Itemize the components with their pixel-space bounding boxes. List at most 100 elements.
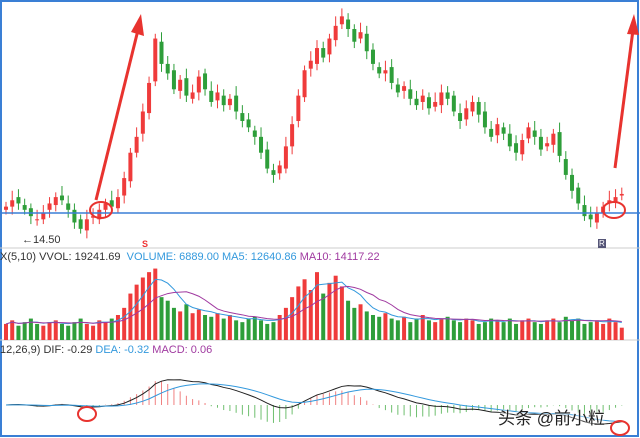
candle-body bbox=[501, 127, 506, 134]
candle-body bbox=[358, 32, 363, 39]
volume-bar bbox=[97, 320, 102, 340]
candle-body bbox=[489, 128, 494, 137]
volume-bar bbox=[290, 297, 295, 340]
volume-bar bbox=[507, 318, 512, 340]
candle-body bbox=[140, 111, 145, 134]
candle-body bbox=[588, 214, 593, 220]
volume-bar bbox=[545, 320, 550, 340]
candle-body bbox=[91, 216, 96, 218]
highlight-circle bbox=[610, 420, 630, 436]
s-marker: S bbox=[142, 239, 149, 249]
volume-bar bbox=[215, 313, 220, 340]
arrow-head-icon bbox=[627, 14, 639, 35]
candle-body bbox=[377, 67, 382, 74]
candle-body bbox=[190, 92, 195, 99]
volume-ma10-line bbox=[5, 285, 622, 325]
volume-bar bbox=[370, 315, 375, 340]
candle-body bbox=[514, 143, 519, 153]
volume-bar bbox=[420, 315, 425, 340]
candle-body bbox=[395, 84, 400, 93]
candle-body bbox=[576, 187, 581, 204]
volume-bar bbox=[196, 309, 201, 340]
volume-value: VOLUME: 6889.00 bbox=[126, 251, 219, 263]
dea-value: DEA: -0.32 bbox=[95, 344, 150, 356]
volume-bar bbox=[22, 322, 27, 340]
candle-body bbox=[178, 79, 183, 91]
candle-body bbox=[10, 200, 15, 207]
volume-bar bbox=[53, 320, 58, 340]
candle-body bbox=[302, 70, 307, 98]
candle-body bbox=[439, 92, 444, 106]
volume-bar bbox=[408, 322, 413, 340]
candle-body bbox=[109, 200, 114, 207]
volume-bar bbox=[451, 320, 456, 340]
candle-body bbox=[613, 197, 618, 202]
volume-bar bbox=[283, 307, 288, 340]
volume-bar bbox=[209, 316, 214, 340]
candle-body bbox=[16, 197, 21, 204]
candle-body bbox=[84, 219, 89, 231]
volume-bar bbox=[184, 304, 189, 340]
candle-body bbox=[520, 140, 525, 155]
volume-bar bbox=[315, 272, 319, 340]
arrow-line bbox=[94, 29, 140, 201]
candle-body bbox=[66, 203, 71, 210]
candle-body bbox=[165, 63, 170, 74]
candle-body bbox=[259, 136, 264, 153]
volume-bar bbox=[445, 316, 450, 340]
volume-bar bbox=[377, 316, 382, 340]
volume-bar bbox=[433, 322, 438, 340]
volume-bar bbox=[203, 315, 208, 340]
macd-legend: 12,26,9) DIF: -0.29 DEA: -0.32 MACD: 0.0… bbox=[0, 344, 212, 356]
volume-bar bbox=[115, 315, 120, 340]
volume-bar bbox=[439, 318, 444, 340]
candle-body bbox=[78, 219, 83, 229]
volume-bar bbox=[526, 318, 531, 340]
volume-bar bbox=[28, 318, 33, 340]
candle-body bbox=[134, 136, 139, 153]
candle-body bbox=[352, 29, 357, 42]
candle-body bbox=[308, 60, 313, 69]
volume-bar bbox=[59, 323, 64, 340]
volume-legend: X(5,10) VVOL: 19241.69 VOLUME: 6889.00 M… bbox=[0, 251, 380, 263]
volume-bar bbox=[395, 320, 400, 340]
low-price-value: 14.50 bbox=[33, 234, 61, 246]
volume-bar bbox=[383, 313, 388, 340]
volume-bar bbox=[520, 320, 525, 340]
volume-bar bbox=[109, 318, 114, 340]
candle-body bbox=[619, 193, 624, 196]
highlight-circle bbox=[602, 201, 626, 219]
volume-bar bbox=[147, 272, 152, 340]
volume-bar bbox=[10, 320, 15, 340]
volume-bar bbox=[47, 322, 52, 340]
candle-body bbox=[482, 111, 487, 128]
volume-bar bbox=[35, 323, 40, 340]
candle-body bbox=[458, 113, 463, 121]
candle-body bbox=[321, 48, 326, 58]
candle-body bbox=[283, 146, 288, 169]
candle-body bbox=[234, 95, 239, 112]
volume-bar bbox=[501, 322, 506, 340]
volume-bar bbox=[588, 322, 593, 340]
candle-body bbox=[221, 95, 226, 106]
candle-body bbox=[470, 101, 475, 112]
volume-bar bbox=[66, 325, 71, 340]
candle-body bbox=[402, 86, 407, 91]
candle-body bbox=[271, 170, 276, 175]
candle-body bbox=[327, 38, 332, 55]
volume-bar bbox=[364, 311, 369, 340]
candle-body bbox=[265, 149, 270, 169]
vvol-value: VVOL: 19241.69 bbox=[39, 251, 121, 263]
candle-body bbox=[196, 76, 201, 93]
volume-bar bbox=[134, 284, 139, 340]
candle-body bbox=[333, 25, 338, 41]
candle-body bbox=[28, 208, 33, 217]
volume-bar bbox=[41, 325, 46, 340]
volume-bar bbox=[389, 318, 394, 340]
volume-bar bbox=[252, 316, 257, 340]
dif-value: DIF: -0.29 bbox=[43, 344, 93, 356]
volume-bar bbox=[4, 323, 8, 340]
candle-body bbox=[47, 203, 52, 210]
